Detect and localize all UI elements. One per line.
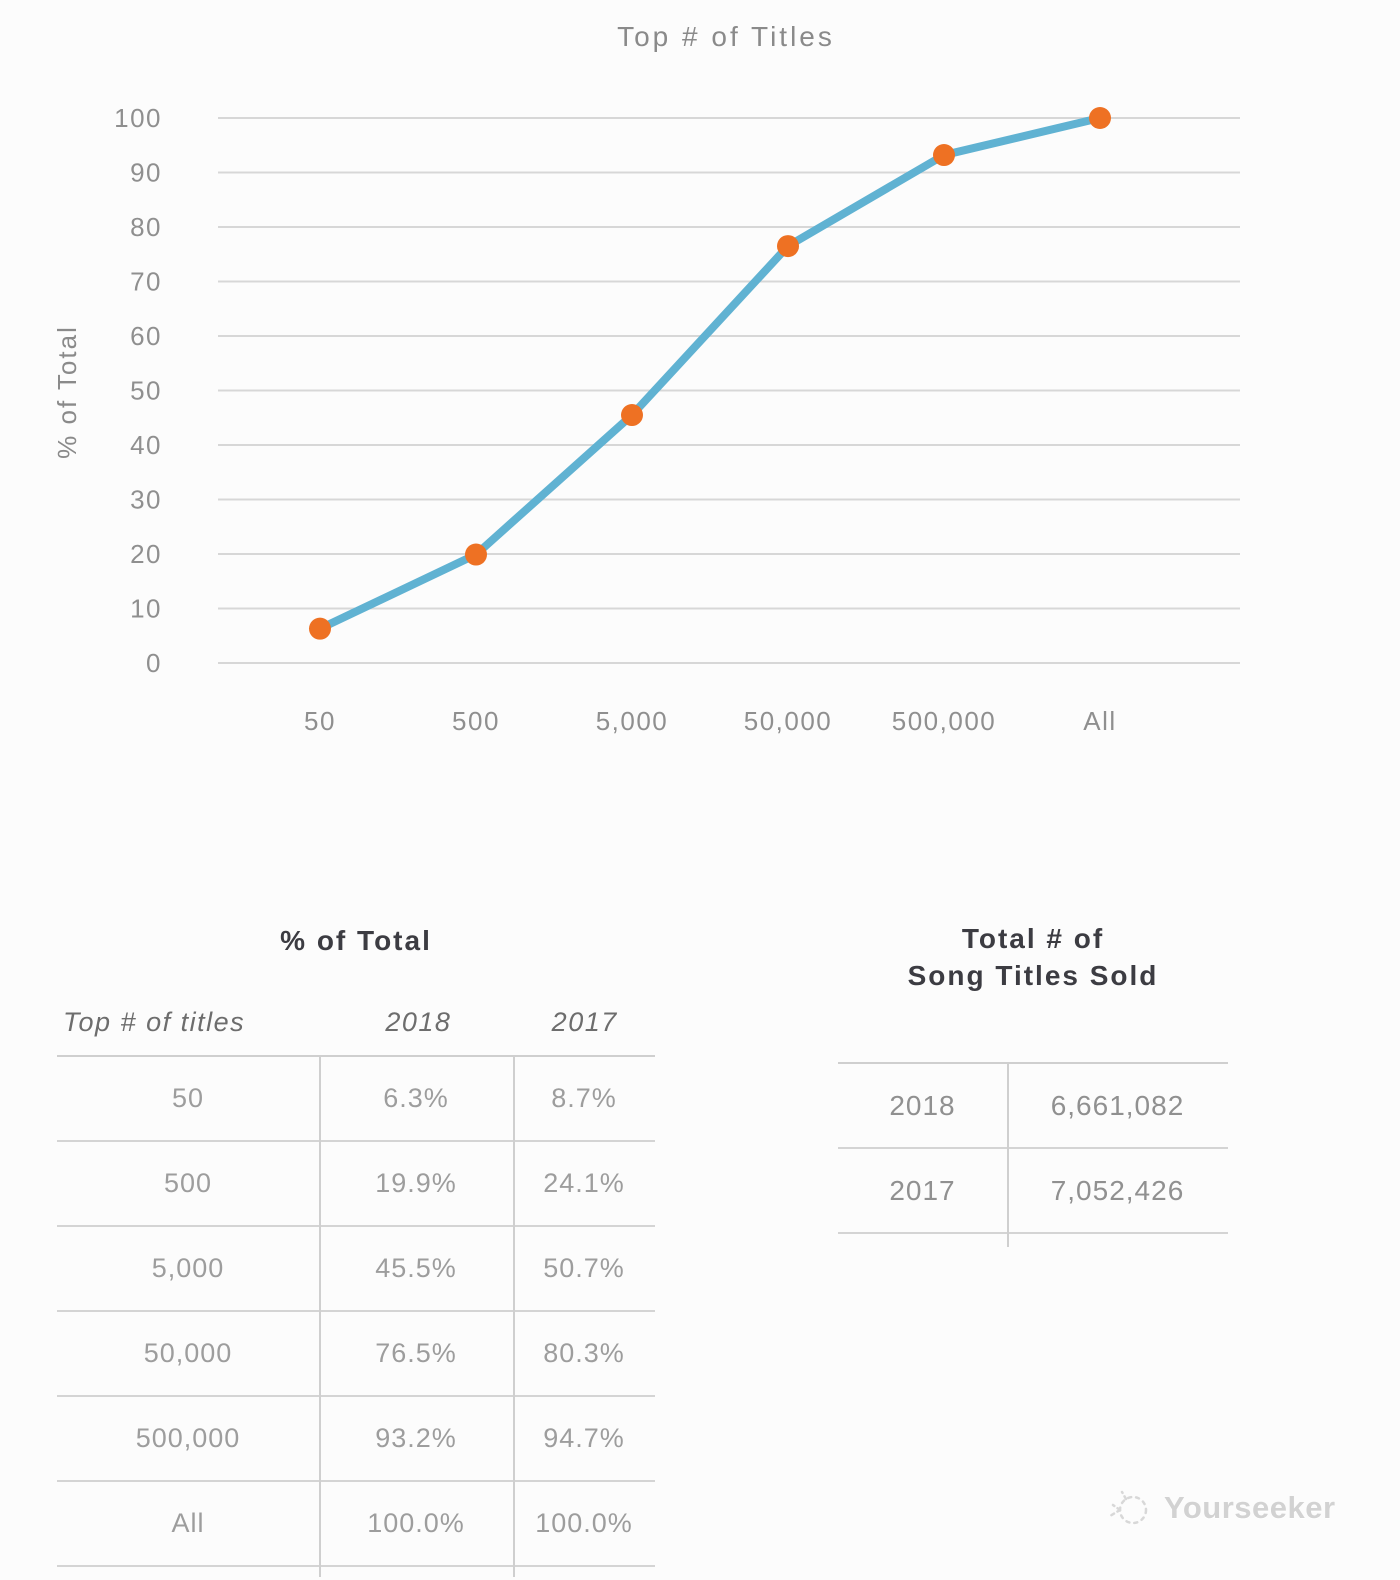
value-2017: 8.7% xyxy=(551,1083,617,1113)
y-axis-tick-label: 10 xyxy=(130,594,162,624)
table-divider xyxy=(513,1057,515,1577)
table-row: 500,000 93.2% 94.7% xyxy=(57,1397,655,1482)
totals-title-line2: Song Titles Sold xyxy=(907,960,1159,991)
value-2018: 19.9% xyxy=(375,1168,457,1198)
percent-table-col-titles: Top # of titles xyxy=(63,1006,246,1037)
y-axis-tick-label: 20 xyxy=(130,539,162,569)
total-value: 6,661,082 xyxy=(1050,1089,1185,1121)
data-point-500,000 xyxy=(933,144,955,167)
data-point-500 xyxy=(465,543,487,566)
line-chart: 0 10 20 30 40 50 60 70 80 90 100 50 500 5,000 50,000 50… xyxy=(52,21,1240,736)
y-axis-tick-label: 100 xyxy=(114,103,162,133)
row-label: All xyxy=(171,1508,205,1538)
percent-table-col-2017: 2017 xyxy=(551,1006,618,1037)
watermark: Yourseeker xyxy=(1106,1482,1356,1534)
value-2017: 100.0% xyxy=(535,1508,633,1538)
value-2018: 76.5% xyxy=(375,1338,457,1368)
value-2017: 80.3% xyxy=(543,1338,625,1368)
table-row: 50,000 76.5% 80.3% xyxy=(57,1312,655,1397)
row-label: 500 xyxy=(163,1168,213,1198)
year-label: 2018 xyxy=(889,1089,956,1121)
value-2018: 45.5% xyxy=(375,1253,457,1283)
table-row: 2018 6,661,082 xyxy=(838,1064,1228,1149)
table-row: 50 6.3% 8.7% xyxy=(57,1057,655,1142)
percent-table: 50 6.3% 8.7% 500 19.9% 24.1% 5,000 45.5%… xyxy=(57,1055,655,1577)
value-2018: 6.3% xyxy=(383,1083,449,1113)
data-line-2018 xyxy=(316,114,1104,633)
row-label: 50 xyxy=(171,1083,205,1113)
value-2017: 50.7% xyxy=(543,1253,625,1283)
y-axis-tick-label: 70 xyxy=(130,267,162,297)
watermark-text: Yourseeker xyxy=(1164,1490,1336,1525)
y-axis-tick-label: 0 xyxy=(146,648,162,678)
yourseeker-logo-icon xyxy=(1108,1490,1148,1525)
value-2017: 94.7% xyxy=(543,1423,625,1453)
row-label: 5,000 xyxy=(151,1253,225,1283)
table-row: All 100.0% 100.0% xyxy=(57,1482,655,1567)
data-point-5,000 xyxy=(621,404,643,427)
table-divider xyxy=(1007,1064,1009,1247)
y-axis-tick-label: 90 xyxy=(130,158,162,188)
totals-table-title: Total # of Song Titles Sold xyxy=(838,920,1228,994)
year-label: 2017 xyxy=(889,1174,956,1206)
value-2018: 100.0% xyxy=(367,1508,465,1538)
chart-title: Top # of Titles xyxy=(617,21,835,52)
y-axis-tick-label: 30 xyxy=(130,485,162,515)
row-label: 500,000 xyxy=(135,1423,241,1453)
total-value: 7,052,426 xyxy=(1050,1174,1185,1206)
data-point-50 xyxy=(309,617,331,640)
x-axis-tick-label: 50,000 xyxy=(744,706,833,736)
y-axis-title: % of Total xyxy=(52,325,82,459)
x-axis-tick-label: 500 xyxy=(452,706,500,736)
value-2018: 93.2% xyxy=(375,1423,457,1453)
row-label: 50,000 xyxy=(143,1338,233,1368)
percent-table-title: % of Total xyxy=(280,925,432,956)
table-row: 500 19.9% 24.1% xyxy=(57,1142,655,1227)
x-axis-tick-label: 500,000 xyxy=(892,706,996,736)
y-axis-tick-label: 60 xyxy=(130,321,162,351)
percent-table-header: Top # of titles 2018 2017 xyxy=(57,1000,655,1044)
totals-title-line1: Total # of xyxy=(961,923,1105,954)
value-2017: 24.1% xyxy=(543,1168,625,1198)
table-row: 5,000 45.5% 50.7% xyxy=(57,1227,655,1312)
x-axis-tick-label: 50 xyxy=(304,706,336,736)
table-divider xyxy=(319,1057,321,1577)
x-axis-tick-label: All xyxy=(1083,706,1116,736)
percent-table-col-2018: 2018 xyxy=(385,1006,452,1037)
y-axis-tick-label: 40 xyxy=(130,430,162,460)
y-axis-tick-label: 50 xyxy=(130,376,162,406)
data-point-All xyxy=(1089,107,1111,129)
y-axis-tick-label: 80 xyxy=(130,212,162,242)
x-axis-tick-label: 5,000 xyxy=(596,706,669,736)
totals-table: 2018 6,661,082 2017 7,052,426 xyxy=(838,1062,1228,1247)
table-row: 2017 7,052,426 xyxy=(838,1149,1228,1234)
data-point-50,000 xyxy=(777,235,799,258)
